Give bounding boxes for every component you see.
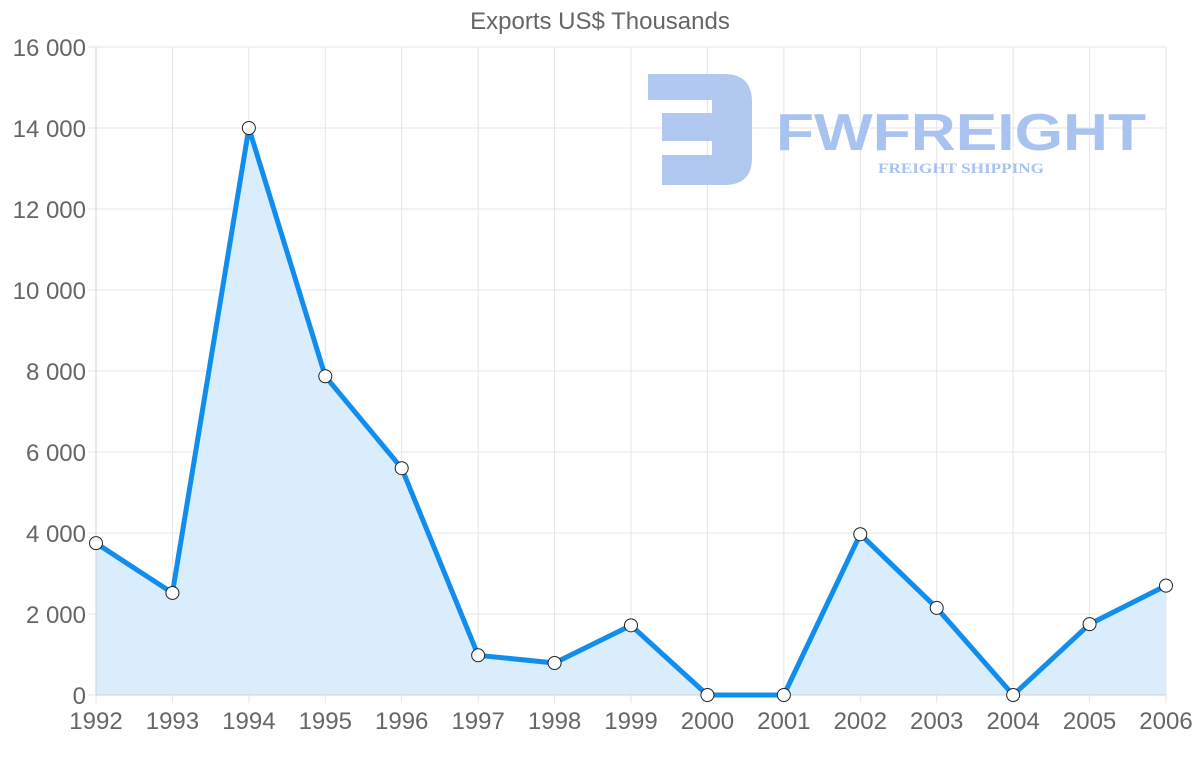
watermark-logo: FWFREIGHT FREIGHT SHIPPING <box>648 74 1146 185</box>
data-point-2004[interactable] <box>1006 688 1021 702</box>
y-axis-labels: 0 2 000 4 000 6 000 8 000 10 000 12 000 14 000 1… <box>13 35 86 710</box>
data-point-2002[interactable] <box>853 527 868 542</box>
x-tick-label: 1996 <box>375 708 428 735</box>
x-tick-label: 1995 <box>299 708 352 735</box>
x-tick-label: 2004 <box>986 708 1039 735</box>
data-point-2005[interactable] <box>1082 617 1097 632</box>
watermark-brand: FWFREIGHT <box>776 104 1146 162</box>
data-point-1995[interactable] <box>318 369 333 384</box>
watermark-tagline: FREIGHT SHIPPING <box>878 161 1044 177</box>
data-point-1997[interactable] <box>471 648 486 663</box>
y-tick-label: 2 000 <box>26 602 86 629</box>
data-point-1994[interactable] <box>241 121 256 135</box>
x-tick-label: 2002 <box>834 708 887 735</box>
x-tick-label: 2000 <box>681 708 734 735</box>
y-tick-label: 10 000 <box>13 278 86 305</box>
x-tick-label: 1993 <box>146 708 199 735</box>
y-tick-label: 8 000 <box>26 359 86 386</box>
data-point-1996[interactable] <box>394 461 409 476</box>
area-path <box>96 128 1166 695</box>
data-point-1992[interactable] <box>89 536 103 551</box>
x-tick-label: 1992 <box>69 708 122 735</box>
x-tick-label: 1998 <box>528 708 581 735</box>
x-tick-label: 1999 <box>604 708 657 735</box>
data-point-2003[interactable] <box>929 600 944 615</box>
data-point-1999[interactable] <box>624 618 638 633</box>
axes <box>95 47 1166 696</box>
y-tick-label: 14 000 <box>13 116 86 143</box>
data-point-2006[interactable] <box>1159 578 1173 593</box>
y-tick-label: 12 000 <box>13 197 86 224</box>
y-tick-label: 0 <box>73 683 86 710</box>
x-tick-label: 2001 <box>757 708 810 735</box>
x-axis-labels: 1992 1993 1994 1995 1996 1997 1998 1999 2000 2001… <box>69 708 1192 735</box>
data-points <box>89 121 1173 702</box>
data-point-1993[interactable] <box>165 585 180 600</box>
y-tick-label: 6 000 <box>26 440 86 467</box>
data-point-2000[interactable] <box>700 688 715 702</box>
x-tick-label: 1994 <box>222 708 275 735</box>
y-tick-label: 4 000 <box>26 521 86 548</box>
x-tick-label: 2003 <box>910 708 963 735</box>
logo-mark-icon <box>648 74 752 185</box>
x-tick-label: 1997 <box>451 708 504 735</box>
x-tick-label: 2006 <box>1139 708 1192 735</box>
area-fill <box>96 128 1166 695</box>
chart-title: Exports US$ Thousands <box>470 8 730 35</box>
data-point-2001[interactable] <box>776 688 791 702</box>
x-tick-label: 2005 <box>1063 708 1116 735</box>
y-tick-label: 16 000 <box>13 35 86 62</box>
data-point-1998[interactable] <box>547 656 562 671</box>
